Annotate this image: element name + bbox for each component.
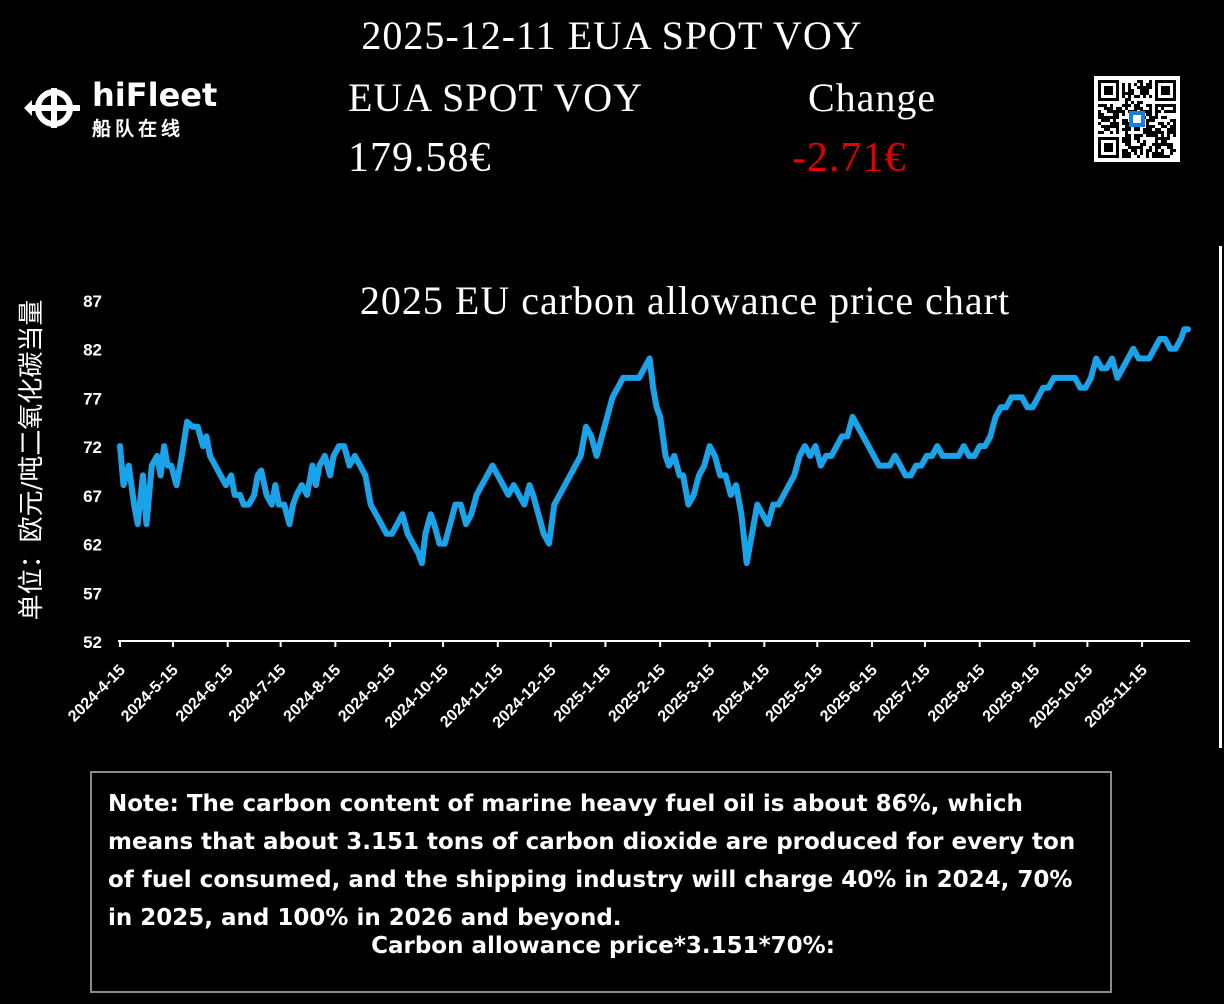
hifleet-logo: hiFleet 船队在线	[24, 76, 244, 140]
qr-code-icon	[1094, 76, 1180, 162]
logo-brand-cn-text: 船队在线	[92, 118, 185, 140]
change-value: -2.71€	[792, 135, 907, 181]
x-tick-label: 2025-8-15	[925, 662, 989, 726]
y-tick-label: 82	[83, 341, 102, 360]
x-tick-label: 2024-8-15	[281, 662, 345, 726]
change-label: Change	[808, 75, 937, 120]
x-tick-label: 2025-7-15	[870, 662, 934, 726]
frame-edge-line	[1219, 246, 1222, 748]
price-value: 179.58€	[348, 135, 492, 181]
y-axis-label: 单位：欧元/吨二氧化碳当量	[17, 300, 47, 621]
x-tick-label: 2024-7-15	[226, 662, 290, 726]
hifleet-logo-icon	[24, 88, 80, 128]
x-tick-label: 2024-5-15	[118, 662, 182, 726]
series-line	[117, 326, 1191, 567]
x-tick-label: 2025-5-15	[763, 662, 827, 726]
logo-brand-text: hiFleet	[92, 76, 218, 114]
y-tick-label: 87	[83, 292, 102, 311]
product-label: EUA SPOT VOY	[348, 75, 644, 120]
y-tick-label: 52	[83, 633, 102, 652]
note-text: Note: The carbon content of marine heavy…	[108, 791, 1076, 931]
chart-title: 2025 EU carbon allowance price chart	[360, 278, 1010, 323]
note-box: Note: The carbon content of marine heavy…	[90, 771, 1112, 993]
note-formula: Carbon allowance price*3.151*70%:	[371, 933, 835, 959]
price-chart: 2025 EU carbon allowance price chart 单位：…	[17, 278, 1191, 732]
y-tick-label: 72	[83, 438, 102, 457]
y-tick-label: 57	[83, 584, 102, 603]
y-axis-ticks: 52 57 62 67 72 77 82 87	[83, 292, 102, 652]
y-tick-label: 77	[83, 389, 102, 408]
page-title: 2025-12-11 EUA SPOT VOY	[361, 13, 863, 58]
y-tick-label: 67	[83, 487, 102, 506]
x-axis-ticks: 2024-4-152024-5-152024-6-152024-7-152024…	[65, 641, 1151, 732]
y-tick-label: 62	[83, 536, 102, 555]
x-tick-label: 2025-1-15	[551, 662, 615, 726]
